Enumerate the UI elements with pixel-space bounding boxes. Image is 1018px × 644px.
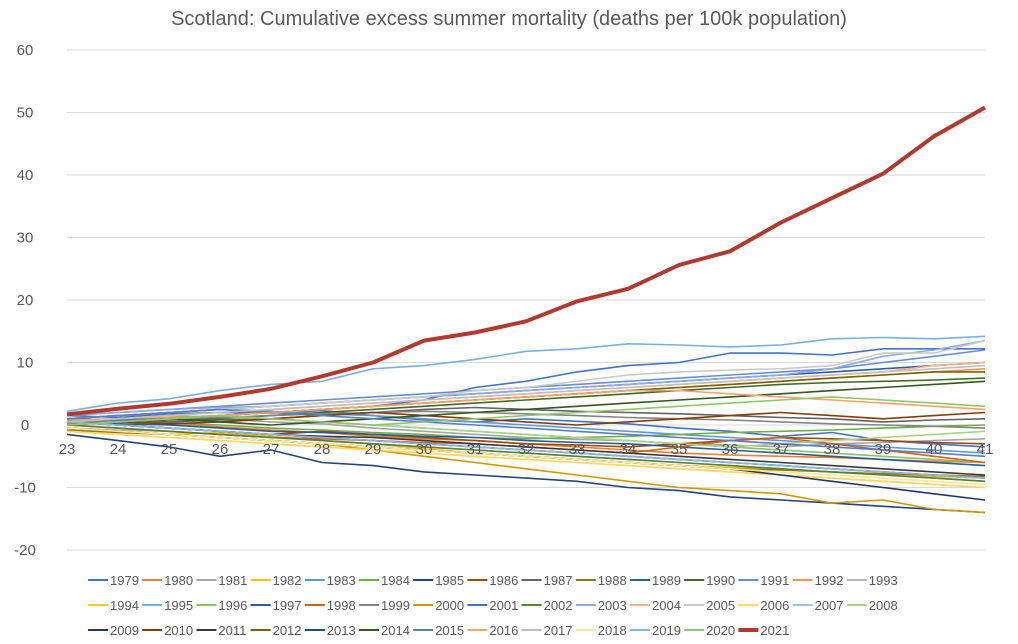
series-line-2017 xyxy=(66,364,986,423)
series-line-1995 xyxy=(66,335,986,413)
legend-label-1996: 1996 xyxy=(218,598,247,613)
legend-label-1987: 1987 xyxy=(544,573,573,588)
series-line-1989 xyxy=(66,421,986,467)
legend: 1979 1980 1981 1982 1983 1984 1985 1986 1987 1988… xyxy=(88,573,898,638)
x-tick-label: 36 xyxy=(722,441,739,458)
legend-label-1993: 1993 xyxy=(869,573,898,588)
legend-label-2009: 2009 xyxy=(110,623,139,638)
series-line-2019 xyxy=(66,421,986,479)
series-line-2018 xyxy=(66,427,986,486)
y-tick-label: 20 xyxy=(17,292,34,309)
legend-label-1985: 1985 xyxy=(435,573,464,588)
series-line-1999 xyxy=(66,410,986,429)
legend-label-1983: 1983 xyxy=(327,573,356,588)
x-tick-label: 27 xyxy=(263,441,280,458)
legend-label-1994: 1994 xyxy=(110,598,139,613)
y-tick-label: -10 xyxy=(14,480,36,497)
legend-label-1990: 1990 xyxy=(706,573,735,588)
x-tick-label: 23 xyxy=(59,441,76,458)
legend-label-2011: 2011 xyxy=(218,623,246,638)
series-line-1984 xyxy=(66,421,986,440)
x-tick-label: 40 xyxy=(926,441,943,458)
legend-label-1980: 1980 xyxy=(164,573,193,588)
grid-lines xyxy=(67,49,985,551)
legend-label-2019: 2019 xyxy=(652,623,681,638)
chart-title: Scotland: Cumulative excess summer morta… xyxy=(171,8,847,30)
x-tick-label: 35 xyxy=(671,441,688,458)
legend-label-1995: 1995 xyxy=(164,598,193,613)
legend-label-2018: 2018 xyxy=(598,623,627,638)
legend-label-2014: 2014 xyxy=(381,623,410,638)
legend-label-1981: 1981 xyxy=(218,573,247,588)
legend-label-1982: 1982 xyxy=(273,573,302,588)
legend-label-2015: 2015 xyxy=(435,623,464,638)
x-tick-label: 26 xyxy=(212,441,229,458)
x-tick-label: 37 xyxy=(773,441,790,458)
y-axis-ticks: -20 -10 0 10 20 30 40 50 60 xyxy=(14,42,36,559)
legend-label-2004: 2004 xyxy=(652,598,681,613)
y-tick-label: 0 xyxy=(21,417,29,434)
x-tick-label: 41 xyxy=(977,441,994,458)
series-line-2003 xyxy=(66,339,986,417)
x-tick-label: 34 xyxy=(620,441,637,458)
x-tick-label: 31 xyxy=(467,441,484,458)
legend-label-2007: 2007 xyxy=(815,598,844,613)
legend-label-2005: 2005 xyxy=(706,598,735,613)
series-line-2020 xyxy=(66,396,986,426)
y-tick-label: 10 xyxy=(17,355,34,372)
legend-label-1984: 1984 xyxy=(381,573,410,588)
legend-label-2008: 2008 xyxy=(869,598,898,613)
legend-label-1979: 1979 xyxy=(110,573,139,588)
series-line-2006 xyxy=(66,430,986,489)
legend-label-1999: 1999 xyxy=(381,598,410,613)
x-tick-label: 39 xyxy=(875,441,892,458)
y-tick-label: 40 xyxy=(17,167,34,184)
legend-label-2002: 2002 xyxy=(544,598,573,613)
x-tick-label: 33 xyxy=(569,441,586,458)
legend-label-2012: 2012 xyxy=(273,623,302,638)
legend-label-2010: 2010 xyxy=(164,623,193,638)
legend-label-2006: 2006 xyxy=(760,598,789,613)
y-tick-label: 50 xyxy=(17,105,34,122)
legend-label-2013: 2013 xyxy=(327,623,356,638)
legend-label-2017: 2017 xyxy=(544,623,573,638)
y-tick-label: 30 xyxy=(17,230,34,247)
x-tick-label: 30 xyxy=(416,441,433,458)
x-tick-label: 25 xyxy=(161,441,178,458)
series-line-2021 xyxy=(66,105,986,417)
legend-label-1992: 1992 xyxy=(815,573,844,588)
series-lines xyxy=(66,105,986,514)
x-tick-label: 29 xyxy=(365,441,382,458)
legend-label-2001: 2001 xyxy=(489,598,518,613)
x-tick-label: 28 xyxy=(314,441,331,458)
legend-label-1998: 1998 xyxy=(327,598,356,613)
legend-label-1989: 1989 xyxy=(652,573,681,588)
legend-label-1988: 1988 xyxy=(598,573,627,588)
x-axis-ticks: 23 24 25 26 27 28 29 30 31 32 33 34 35 36 37 38 39 40 41 xyxy=(59,441,994,458)
y-tick-label: 60 xyxy=(17,42,34,59)
legend-label-2021: 2021 xyxy=(760,623,789,638)
legend-label-1986: 1986 xyxy=(489,573,518,588)
x-tick-label: 24 xyxy=(110,441,127,458)
y-tick-label: -20 xyxy=(14,542,36,559)
legend-label-2000: 2000 xyxy=(435,598,464,613)
legend-label-2016: 2016 xyxy=(489,623,518,638)
series-line-2015 xyxy=(66,408,986,458)
legend-label-2003: 2003 xyxy=(598,598,627,613)
series-line-2014 xyxy=(66,380,986,426)
legend-label-2020: 2020 xyxy=(706,623,735,638)
x-tick-label: 38 xyxy=(824,441,841,458)
series-line-2002 xyxy=(66,424,986,483)
legend-label-1997: 1997 xyxy=(273,598,302,613)
series-line-1990 xyxy=(66,377,986,426)
legend-label-1991: 1991 xyxy=(760,573,789,588)
x-tick-label: 32 xyxy=(518,441,535,458)
